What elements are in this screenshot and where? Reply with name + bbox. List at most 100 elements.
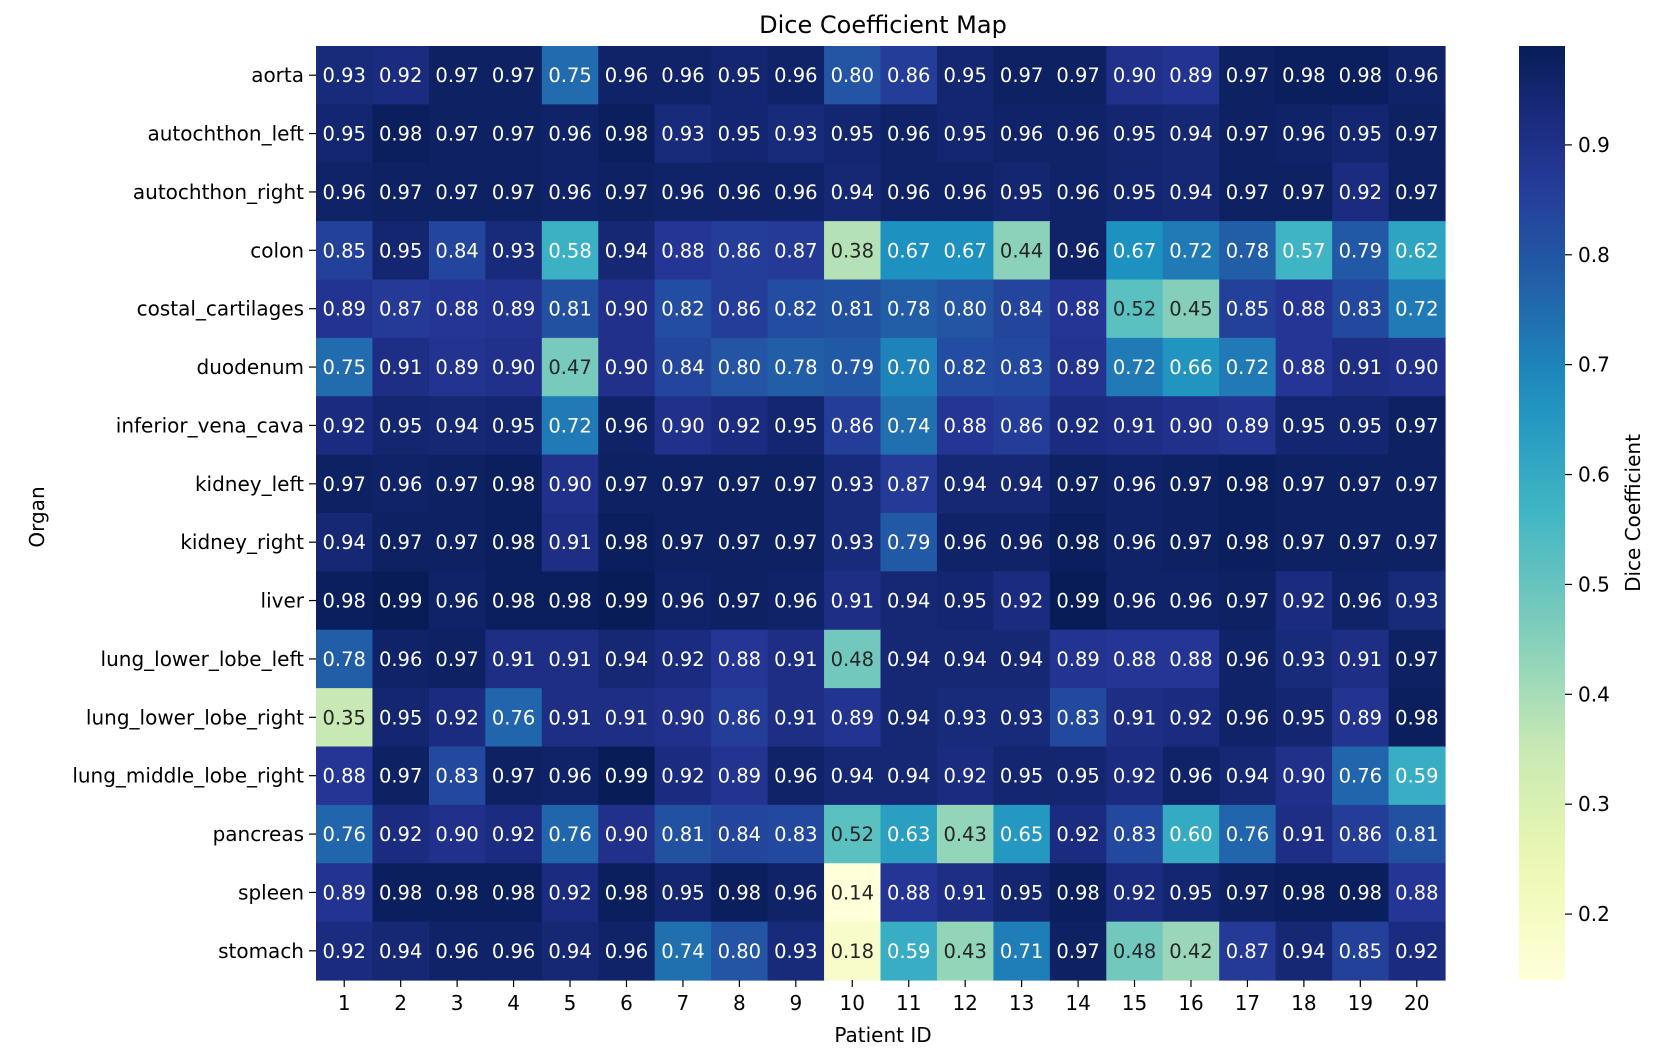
heatmap-cell [428,921,486,981]
heatmap-cell [428,804,486,864]
cell-value-label: 0.95 [323,123,366,146]
cell-value-label: 0.98 [548,590,591,613]
heatmap-cell [1049,804,1107,864]
cell-value-label: 0.98 [1226,531,1269,554]
heatmap-cell [1332,396,1390,456]
heatmap-cell [1275,104,1333,164]
heatmap-cell [316,688,374,748]
cell-value-label: 0.67 [1113,239,1156,262]
heatmap-cell [598,921,656,981]
heatmap-cell [1162,921,1220,981]
cell-value-label: 0.86 [718,706,761,729]
cell-value-label: 0.95 [943,123,986,146]
cell-value-label: 0.72 [1226,356,1269,379]
cell-value-label: 0.96 [1226,648,1269,671]
cell-value-label: 0.96 [1169,590,1212,613]
cell-value-label: 0.97 [1395,648,1438,671]
y-tick-label: aorta [251,63,304,87]
heatmap-cell [1388,863,1446,923]
cell-value-label: 0.90 [605,298,648,321]
heatmap-cell [1275,454,1333,514]
heatmap-cell [1219,396,1277,456]
cell-value-label: 0.91 [774,706,817,729]
heatmap-cell [428,104,486,164]
heatmap-cell [767,454,825,514]
colorbar-tick-label: 0.2 [1578,902,1610,926]
cell-value-label: 0.96 [1339,590,1382,613]
cell-value-label: 0.91 [1339,648,1382,671]
cell-value-label: 0.88 [661,239,704,262]
cell-value-label: 0.87 [1226,940,1269,963]
y-tick-label: lung_middle_lobe_right [72,764,304,788]
cell-value-label: 0.94 [1169,123,1212,146]
heatmap-cell [541,746,599,806]
heatmap-cell [1106,746,1164,806]
heatmap-cell [936,162,994,222]
cell-value-label: 0.92 [379,64,422,87]
heatmap-cell [1275,162,1333,222]
heatmap-cell [1219,337,1277,397]
heatmap-cell [993,513,1051,572]
cell-value-label: 0.89 [718,765,761,788]
x-tick-label: 10 [840,991,865,1015]
heatmap-cells: 0.93 0.92 0.97 0.97 0.75 0.96 0.96 0.95 0.96 0.80… [316,46,1446,981]
heatmap-cell [1332,104,1390,164]
heatmap-cell [1275,688,1333,748]
x-tick-label: 19 [1348,991,1373,1015]
cell-value-label: 0.98 [1395,706,1438,729]
heatmap-cell [598,396,656,456]
heatmap-cell [1332,804,1390,864]
cell-value-label: 0.79 [831,356,874,379]
heatmap-cell [598,104,656,164]
cell-value-label: 0.95 [1113,181,1156,204]
heatmap-cell [936,804,994,864]
cell-value-label: 0.93 [1000,706,1043,729]
cell-value-label: 0.76 [1339,765,1382,788]
heatmap-cell [1106,279,1164,339]
cell-value-label: 0.78 [887,298,930,321]
cell-value-label: 0.63 [887,823,930,846]
heatmap-cell [824,454,882,514]
heatmap-cell [428,629,486,689]
heatmap-cell [711,688,769,748]
heatmap-cell [824,221,882,281]
heatmap-cell [711,104,769,164]
heatmap-cell [767,279,825,339]
heatmap-cell [541,804,599,864]
heatmap-cell [1162,688,1220,748]
cell-value-label: 0.89 [1056,648,1099,671]
heatmap-cell [372,221,430,281]
cell-value-label: 0.79 [1339,239,1382,262]
heatmap-cell [1388,454,1446,514]
heatmap-cell [541,279,599,339]
cell-value-label: 0.86 [718,298,761,321]
heatmap-cell [598,279,656,339]
heatmap-cell [880,279,938,339]
heatmap-cell [372,629,430,689]
heatmap-cell [1049,46,1107,105]
y-tick-label: inferior_vena_cava [116,413,304,437]
cell-value-label: 0.98 [718,881,761,904]
x-tick-label: 18 [1291,991,1316,1015]
heatmap-cell [767,162,825,222]
heatmap-cell [1106,688,1164,748]
cell-value-label: 0.93 [774,123,817,146]
heatmap-cell [485,162,543,222]
heatmap-cell [1106,863,1164,923]
heatmap-cell [993,863,1051,923]
heatmap-cell [598,221,656,281]
cell-value-label: 0.90 [1169,414,1212,437]
cell-value-label: 0.92 [1395,940,1438,963]
heatmap-cell [1332,454,1390,514]
cell-value-label: 0.91 [548,706,591,729]
cell-value-label: 0.44 [1000,239,1043,262]
heatmap-cell [880,921,938,981]
heatmap-cell [428,396,486,456]
heatmap-cell [1388,629,1446,689]
cell-value-label: 0.67 [943,239,986,262]
cell-value-label: 0.94 [943,473,986,496]
cell-value-label: 0.65 [1000,823,1043,846]
cell-value-label: 0.97 [661,531,704,554]
cell-value-label: 0.97 [435,473,478,496]
